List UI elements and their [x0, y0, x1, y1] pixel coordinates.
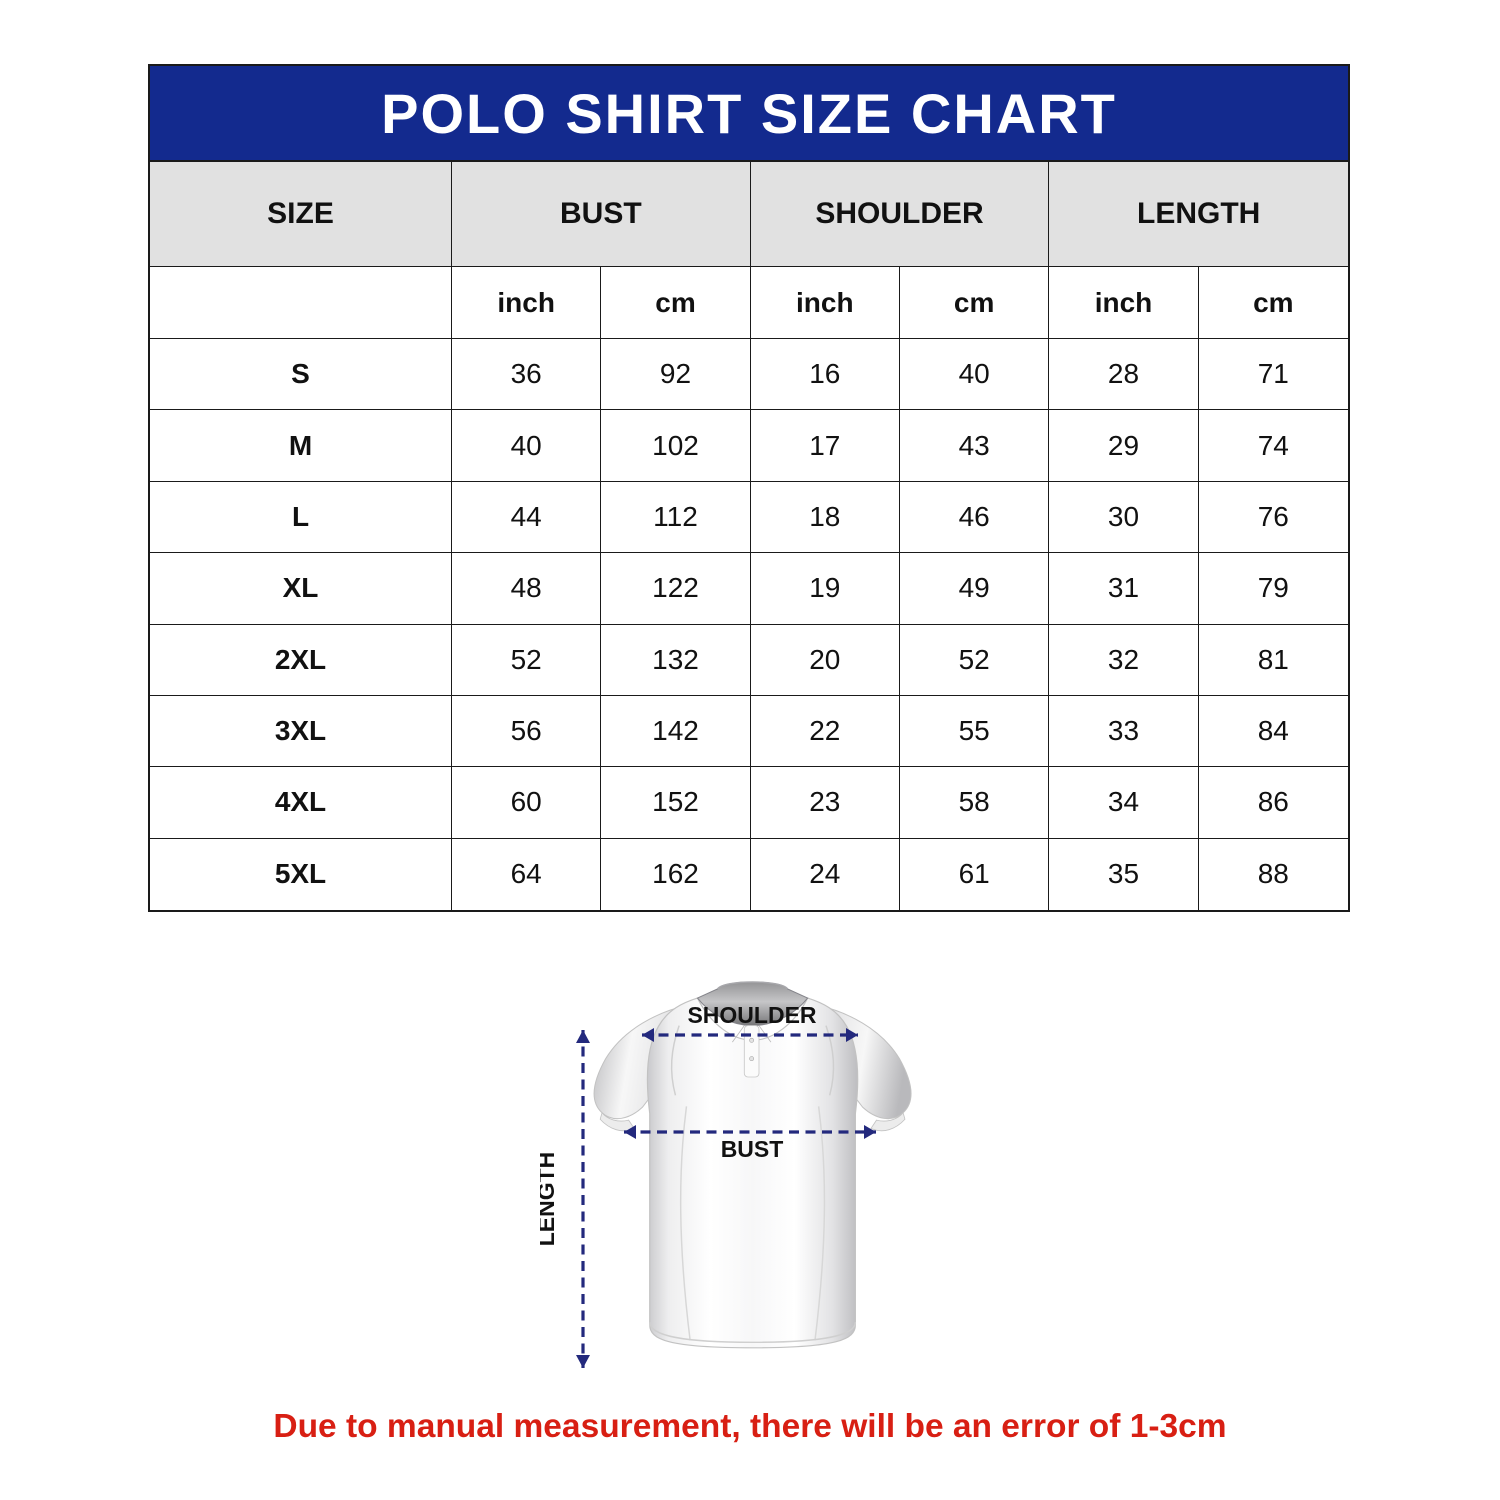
svg-text:BUST: BUST: [721, 1136, 784, 1162]
svg-text:LENGTH: LENGTH: [540, 1152, 559, 1247]
svg-text:SHOULDER: SHOULDER: [687, 1002, 816, 1028]
